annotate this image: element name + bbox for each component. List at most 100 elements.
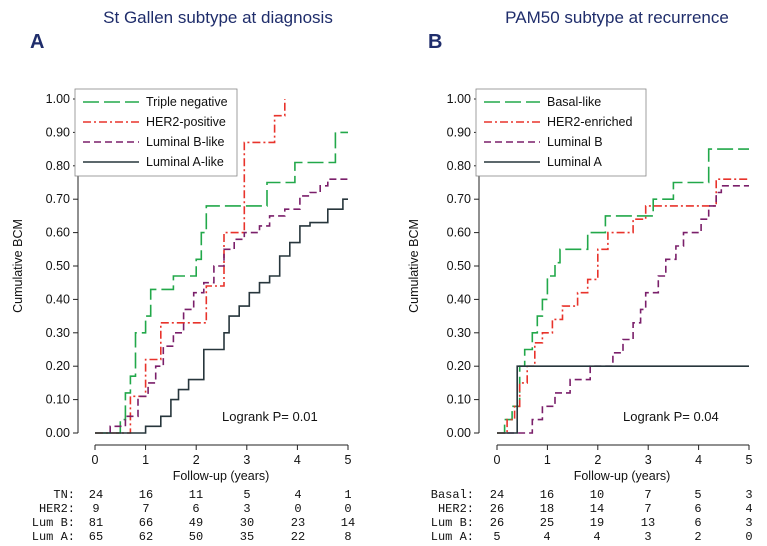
panel-b-risk-cell: 13 bbox=[641, 516, 655, 530]
panel-a-risk-row-label: Lum A: bbox=[32, 530, 75, 544]
panel-b-series-basal-like bbox=[497, 148, 749, 434]
panel-b-risk-cell: 2 bbox=[694, 530, 701, 544]
panel-a-risk-cell: 3 bbox=[243, 502, 250, 516]
panel-b-risk-cell: 7 bbox=[644, 502, 651, 516]
panel-a-risk-cell: 81 bbox=[89, 516, 103, 530]
panel-a-letter: A bbox=[30, 31, 44, 53]
panel-a-legend-label-triple-negative: Triple negative bbox=[146, 95, 228, 109]
panel-b-risk-cell: 7 bbox=[644, 488, 651, 502]
panel-a-risk-cell: 8 bbox=[344, 530, 351, 544]
panel-b-y-tick-label: 0.80 bbox=[447, 159, 471, 173]
panel-a-logrank-annotation: Logrank P= 0.01 bbox=[222, 409, 318, 424]
panel-a-y-tick-label: 0.90 bbox=[46, 125, 70, 139]
panel-a-y-tick-label: 0.40 bbox=[46, 292, 70, 306]
panel-b-series-luminal-a bbox=[497, 365, 749, 434]
panel-b-x-tick-label: 4 bbox=[695, 453, 702, 467]
panel-b-x-tick-label: 3 bbox=[645, 453, 652, 467]
panel-a-risk-cell: 24 bbox=[89, 488, 103, 502]
panel-a-risk-cell: 7 bbox=[142, 502, 149, 516]
panel-a-x-tick-label: 5 bbox=[345, 453, 352, 467]
panel-b-risk-cell: 5 bbox=[694, 488, 701, 502]
panel-a-risk-cell: 11 bbox=[189, 488, 203, 502]
panel-a-y-tick-label: 0.70 bbox=[46, 192, 70, 206]
panel-a-y-tick-label: 0.00 bbox=[46, 426, 70, 440]
panel-a-risk-cell: 62 bbox=[139, 530, 153, 544]
panel-b-x-tick-label: 5 bbox=[746, 453, 753, 467]
panel-a-legend-label-luminal-a-like: Luminal A-like bbox=[146, 155, 224, 169]
panel-a-risk-cell: 6 bbox=[192, 502, 199, 516]
panel-a-risk-cell: 4 bbox=[294, 488, 301, 502]
panel-b-plot: 0.00 0.10 0.20 0.30 0.40 0.50 0.60 0.70 0.80 0.90… bbox=[431, 88, 753, 544]
panel-b-y-tick-label: 0.70 bbox=[447, 192, 471, 206]
panel-b-risk-cell: 3 bbox=[745, 488, 752, 502]
panel-a-title: St Gallen subtype at diagnosis bbox=[103, 8, 333, 27]
panel-b-y-tick-label: 0.10 bbox=[447, 393, 471, 407]
panel-b-risk-cell: 10 bbox=[590, 488, 604, 502]
panel-a-risk-cell: 23 bbox=[291, 516, 305, 530]
panel-a-x-tick-label: 4 bbox=[294, 453, 301, 467]
panel-b-risk-row-label: Lum B: bbox=[431, 516, 474, 530]
panel-b-legend-label-luminal-a: Luminal A bbox=[547, 155, 603, 169]
panel-a-risk-cell: 35 bbox=[240, 530, 254, 544]
panel-a-y-tick-label: 0.50 bbox=[46, 259, 70, 273]
panel-a-y-tick-label: 0.10 bbox=[46, 393, 70, 407]
panel-b-legend-label-luminal-b: Luminal B bbox=[547, 135, 603, 149]
panel-b-y-tick-label: 0.90 bbox=[447, 125, 471, 139]
panel-a-series-luminal-b-like bbox=[109, 178, 348, 433]
panel-b-y-tick-label: 0.20 bbox=[447, 359, 471, 373]
panel-b-risk-cell: 14 bbox=[590, 502, 604, 516]
panel-a-risk-cell: 0 bbox=[344, 502, 351, 516]
panel-b-risk-cell: 25 bbox=[540, 516, 554, 530]
panel-a-risk-cell: 5 bbox=[243, 488, 250, 502]
panel-b-risk-row-label: HER2: bbox=[438, 502, 474, 516]
panel-b-risk-cell: 6 bbox=[694, 502, 701, 516]
panel-a-plot: 0.00 0.10 0.20 0.30 0.40 0.50 0.60 0.70 0.80 0.90… bbox=[32, 88, 355, 544]
panel-b-risk-cell: 24 bbox=[490, 488, 504, 502]
panel-a-risk-cell: 30 bbox=[240, 516, 254, 530]
panel-b-x-axis-title: Follow-up (years) bbox=[574, 469, 671, 483]
panel-b-x-tick-label: 2 bbox=[594, 453, 601, 467]
panel-a-risk-cell: 22 bbox=[291, 530, 305, 544]
panel-a-y-tick-label: 0.20 bbox=[46, 359, 70, 373]
panel-b-y-axis-title: Cumulative BCM bbox=[407, 219, 421, 313]
panel-a-risk-row-label: HER2: bbox=[39, 502, 75, 516]
panel-b-risk-row-label: Lum A: bbox=[431, 530, 474, 544]
panel-a-series-luminal-a-like bbox=[95, 198, 348, 434]
panel-b-x-tick-label: 1 bbox=[544, 453, 551, 467]
panel-a-risk-cell: 49 bbox=[189, 516, 203, 530]
panel-b-risk-cell: 6 bbox=[694, 516, 701, 530]
panel-b-risk-cell: 4 bbox=[593, 530, 600, 544]
panel-b-y-tick-label: 0.60 bbox=[447, 226, 471, 240]
panel-a-y-tick-label: 0.30 bbox=[46, 326, 70, 340]
panel-b-risk-cell: 16 bbox=[540, 488, 554, 502]
panel-a-x-tick-label: 3 bbox=[243, 453, 250, 467]
panel-a-series-triple-negative bbox=[95, 131, 348, 434]
panel-a-x-tick-label: 0 bbox=[92, 453, 99, 467]
panel-a-risk-row-label: TN: bbox=[53, 488, 75, 502]
panel-a-risk-cell: 14 bbox=[341, 516, 355, 530]
panel-a-risk-cell: 50 bbox=[189, 530, 203, 544]
panel-b-legend-label-basal-like: Basal-like bbox=[547, 95, 601, 109]
panel-b-y-tick-label: 1.00 bbox=[447, 92, 471, 106]
panel-b-risk-cell: 5 bbox=[493, 530, 500, 544]
panel-b-x-tick-label: 0 bbox=[494, 453, 501, 467]
panel-b-y-tick-label: 0.30 bbox=[447, 326, 471, 340]
panel-a-risk-cell: 1 bbox=[344, 488, 351, 502]
panel-b-risk-cell: 4 bbox=[745, 502, 752, 516]
panel-b-risk-row-label: Basal: bbox=[431, 488, 474, 502]
panel-a-risk-cell: 66 bbox=[139, 516, 153, 530]
panel-a-y-tick-label: 0.80 bbox=[46, 159, 70, 173]
panel-b-title: PAM50 subtype at recurrence bbox=[505, 8, 729, 27]
panel-b-y-tick-label: 0.50 bbox=[447, 259, 471, 273]
panel-a-y-tick-label: 0.60 bbox=[46, 226, 70, 240]
panel-a-risk-cell: 16 bbox=[139, 488, 153, 502]
panel-a-x-tick-label: 2 bbox=[193, 453, 200, 467]
panel-a-x-tick-label: 1 bbox=[142, 453, 149, 467]
panel-b-risk-cell: 4 bbox=[543, 530, 550, 544]
panel-b-risk-cell: 0 bbox=[745, 530, 752, 544]
panel-a-risk-cell: 0 bbox=[294, 502, 301, 516]
panel-b-risk-cell: 3 bbox=[644, 530, 651, 544]
panel-b-risk-cell: 18 bbox=[540, 502, 554, 516]
panel-a-risk-cell: 65 bbox=[89, 530, 103, 544]
